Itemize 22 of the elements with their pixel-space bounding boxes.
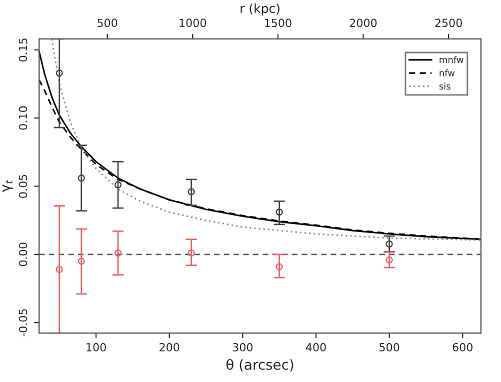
x-axis-title: θ (arcsec) xyxy=(226,359,294,372)
y-tick-label: 0.10 xyxy=(18,106,28,130)
x2-tick-label: 2000 xyxy=(350,18,377,28)
x2-tick-label: 500 xyxy=(98,18,118,28)
legend-label: nfw xyxy=(440,69,455,76)
y-tick-label: -0.05 xyxy=(18,309,28,336)
x-tick-label: 400 xyxy=(306,343,326,352)
x2-tick-label: 2500 xyxy=(435,18,462,28)
y-tick-label: 0.00 xyxy=(18,242,28,266)
x2-tick-label: 1000 xyxy=(180,18,206,28)
legend-label: sis xyxy=(439,82,450,90)
x2-tick-label: 1500 xyxy=(265,18,292,28)
x-tick-label: 300 xyxy=(232,343,253,352)
x-tick-label: 500 xyxy=(380,343,400,352)
y-axis-title: γ$_{t}$ xyxy=(2,180,13,192)
x-tick-label: 600 xyxy=(452,343,472,352)
y-tick-label: 0.05 xyxy=(18,174,28,198)
x2-axis-title: r (kpc) xyxy=(240,3,280,16)
x-tick-label: 100 xyxy=(86,343,106,352)
y-tick-label: 0.15 xyxy=(18,38,28,62)
x-tick-label: 200 xyxy=(160,343,180,352)
legend-label: mnfw xyxy=(440,56,464,63)
